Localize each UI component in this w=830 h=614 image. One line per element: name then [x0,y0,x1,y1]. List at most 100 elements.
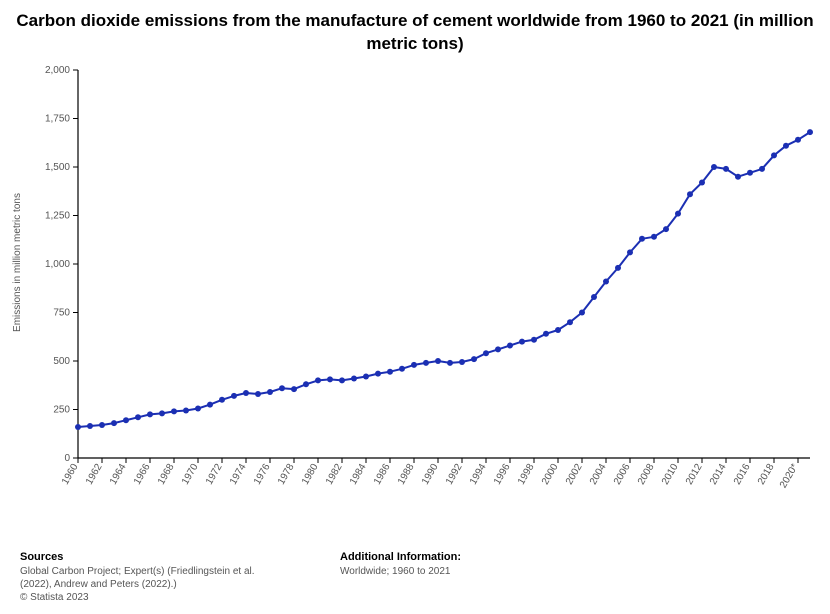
chart-svg: 0 250 500 750 1,000 1,250 1,500 1,750 2,000 1960 1… [0,62,830,532]
data-point [159,410,165,416]
data-point [375,371,381,377]
data-point [687,191,693,197]
info-column: Additional Information: Worldwide; 1960 … [340,551,461,604]
x-tick-label: 1966 [132,462,153,487]
data-point [711,164,717,170]
x-tick-label: 1970 [180,462,201,487]
data-point [111,420,117,426]
sources-heading: Sources [20,551,280,563]
data-point [591,294,597,300]
data-point [543,331,549,337]
data-point [315,377,321,383]
x-tick-label: 2000 [540,462,561,487]
y-tick-label: 750 [53,308,70,319]
x-tick-label: 1978 [276,462,297,487]
data-point [699,180,705,186]
data-point [783,143,789,149]
data-point [183,408,189,414]
data-point [243,390,249,396]
footer: Sources Global Carbon Project; Expert(s)… [20,551,810,604]
data-point [399,366,405,372]
data-point [147,411,153,417]
x-tick-label: 2006 [612,462,633,487]
data-point [795,137,801,143]
chart-area: 0 250 500 750 1,000 1,250 1,500 1,750 2,000 1960 1… [0,62,830,532]
y-tick-label: 1,000 [45,259,70,270]
data-point [87,423,93,429]
x-tick-label: 1990 [420,462,441,487]
y-tick-label: 250 [53,405,70,416]
copyright-text: © Statista 2023 [20,591,280,604]
data-point [447,360,453,366]
sources-column: Sources Global Carbon Project; Expert(s)… [20,551,280,604]
x-tick-label: 1986 [372,462,393,487]
data-point [423,360,429,366]
data-point [723,166,729,172]
y-tick-label: 1,250 [45,211,70,222]
x-tick-label: 1982 [324,462,345,487]
data-point [471,356,477,362]
data-point [555,327,561,333]
x-tick-label: 1988 [396,462,417,487]
data-point [531,337,537,343]
data-point [291,386,297,392]
data-point [627,249,633,255]
x-tick-label: 1992 [444,462,465,487]
data-point [99,422,105,428]
data-point [759,166,765,172]
sources-text: Global Carbon Project; Expert(s) (Friedl… [20,565,280,591]
x-tick-label: 1960 [60,462,81,487]
x-tick-label: 1964 [108,462,129,487]
data-point [255,391,261,397]
y-tick-label: 1,750 [45,114,70,125]
x-tick-label: 1984 [348,462,369,487]
x-tick-label: 2010 [660,462,681,487]
data-point [507,343,513,349]
data-point [639,236,645,242]
data-point [603,279,609,285]
data-point [495,346,501,352]
data-point [567,319,573,325]
data-point [339,377,345,383]
data-point [363,374,369,380]
data-point [279,385,285,391]
x-tick-label: 2018 [756,462,777,487]
chart-title: Carbon dioxide emissions from the manufa… [0,10,830,56]
info-heading: Additional Information: [340,551,461,563]
data-point [219,397,225,403]
data-point [411,362,417,368]
info-text: Worldwide; 1960 to 2021 [340,565,461,578]
y-tick-label: 0 [64,453,70,464]
data-point [351,376,357,382]
data-point [735,174,741,180]
data-point [435,358,441,364]
data-point [663,226,669,232]
x-tick-label: 2014 [708,462,729,487]
x-tick-label: 1980 [300,462,321,487]
x-tick-label: 2016 [732,462,753,487]
data-point [171,408,177,414]
data-point [123,417,129,423]
x-tick-label: 1976 [252,462,273,487]
x-tick-label: 1972 [204,462,225,487]
data-point [75,424,81,430]
data-point [303,381,309,387]
y-tick-label: 500 [53,356,70,367]
data-point [387,369,393,375]
y-tick-label: 2,000 [45,65,70,76]
data-point [267,389,273,395]
data-point [675,211,681,217]
x-tick-label: 1996 [492,462,513,487]
data-point [807,129,813,135]
data-point [207,402,213,408]
series-line [78,132,810,427]
data-point [459,359,465,365]
data-point [771,152,777,158]
y-tick-label: 1,500 [45,162,70,173]
x-tick-label: 2004 [588,462,609,487]
data-point [483,350,489,356]
x-tick-label: 1968 [156,462,177,487]
data-point [615,265,621,271]
data-point [195,406,201,412]
data-point [135,414,141,420]
